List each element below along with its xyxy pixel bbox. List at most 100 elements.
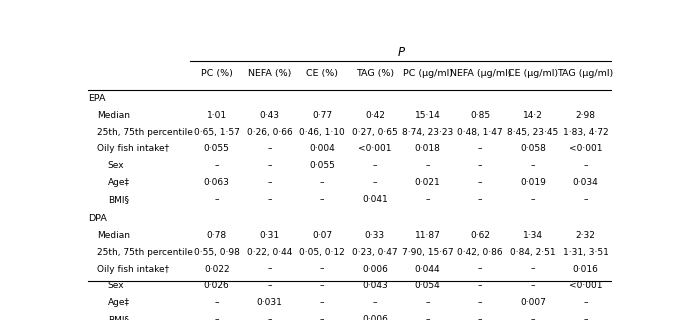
Text: 0·019: 0·019 xyxy=(520,178,546,187)
Text: TAG (%): TAG (%) xyxy=(356,69,394,78)
Text: –: – xyxy=(530,195,535,204)
Text: 2·32: 2·32 xyxy=(576,231,596,240)
Text: –: – xyxy=(214,298,219,307)
Text: 0·22, 0·44: 0·22, 0·44 xyxy=(247,248,292,257)
Text: 0·77: 0·77 xyxy=(312,111,333,120)
Text: 0·006: 0·006 xyxy=(362,315,388,320)
Text: –: – xyxy=(478,315,483,320)
Text: Oily fish intake†: Oily fish intake† xyxy=(97,144,169,154)
Text: –: – xyxy=(267,315,272,320)
Text: 0·007: 0·007 xyxy=(520,298,546,307)
Text: 0·054: 0·054 xyxy=(415,282,441,291)
Text: Median: Median xyxy=(97,231,130,240)
Text: –: – xyxy=(425,298,430,307)
Text: 0·058: 0·058 xyxy=(520,144,546,154)
Text: 25th, 75th percentile: 25th, 75th percentile xyxy=(97,248,193,257)
Text: 0·016: 0·016 xyxy=(573,265,598,274)
Text: –: – xyxy=(425,315,430,320)
Text: 0·43: 0·43 xyxy=(260,111,279,120)
Text: 0·42, 0·86: 0·42, 0·86 xyxy=(458,248,503,257)
Text: –: – xyxy=(320,265,324,274)
Text: NEFA (μg/ml): NEFA (μg/ml) xyxy=(449,69,511,78)
Text: 0·55, 0·98: 0·55, 0·98 xyxy=(194,248,239,257)
Text: –: – xyxy=(373,298,377,307)
Text: <0·001: <0·001 xyxy=(358,144,392,154)
Text: –: – xyxy=(530,161,535,170)
Text: –: – xyxy=(583,161,588,170)
Text: –: – xyxy=(530,265,535,274)
Text: CE (%): CE (%) xyxy=(306,69,338,78)
Text: 0·48, 1·47: 0·48, 1·47 xyxy=(458,128,503,137)
Text: 0·27, 0·65: 0·27, 0·65 xyxy=(352,128,398,137)
Text: 0·31: 0·31 xyxy=(259,231,279,240)
Text: 0·05, 0·12: 0·05, 0·12 xyxy=(299,248,345,257)
Text: DPA: DPA xyxy=(88,214,107,223)
Text: 0·018: 0·018 xyxy=(415,144,441,154)
Text: –: – xyxy=(478,195,483,204)
Text: 15·14: 15·14 xyxy=(415,111,441,120)
Text: 2·98: 2·98 xyxy=(576,111,596,120)
Text: –: – xyxy=(583,315,588,320)
Text: CE (μg/ml): CE (μg/ml) xyxy=(508,69,558,78)
Text: 0·063: 0·063 xyxy=(204,178,230,187)
Text: PC (%): PC (%) xyxy=(201,69,233,78)
Text: 0·004: 0·004 xyxy=(309,144,335,154)
Text: –: – xyxy=(530,282,535,291)
Text: 0·041: 0·041 xyxy=(362,195,388,204)
Text: 8·45, 23·45: 8·45, 23·45 xyxy=(507,128,558,137)
Text: Age‡: Age‡ xyxy=(107,178,130,187)
Text: BMI§: BMI§ xyxy=(107,315,129,320)
Text: <0·001: <0·001 xyxy=(569,144,602,154)
Text: –: – xyxy=(478,161,483,170)
Text: P: P xyxy=(398,46,405,59)
Text: –: – xyxy=(425,161,430,170)
Text: –: – xyxy=(478,144,483,154)
Text: –: – xyxy=(320,195,324,204)
Text: 0·021: 0·021 xyxy=(415,178,441,187)
Text: –: – xyxy=(373,161,377,170)
Text: Age‡: Age‡ xyxy=(107,298,130,307)
Text: –: – xyxy=(320,298,324,307)
Text: –: – xyxy=(478,265,483,274)
Text: –: – xyxy=(373,178,377,187)
Text: 11·87: 11·87 xyxy=(415,231,441,240)
Text: 0·46, 1·10: 0·46, 1·10 xyxy=(299,128,345,137)
Text: 1·01: 1·01 xyxy=(207,111,227,120)
Text: –: – xyxy=(267,178,272,187)
Text: 0·26, 0·66: 0·26, 0·66 xyxy=(247,128,292,137)
Text: 0·42: 0·42 xyxy=(365,111,385,120)
Text: 25th, 75th percentile: 25th, 75th percentile xyxy=(97,128,193,137)
Text: –: – xyxy=(425,195,430,204)
Text: –: – xyxy=(583,195,588,204)
Text: 0·022: 0·022 xyxy=(204,265,230,274)
Text: 0·043: 0·043 xyxy=(362,282,388,291)
Text: 0·026: 0·026 xyxy=(204,282,230,291)
Text: NEFA (%): NEFA (%) xyxy=(248,69,291,78)
Text: 0·78: 0·78 xyxy=(207,231,227,240)
Text: –: – xyxy=(267,265,272,274)
Text: EPA: EPA xyxy=(88,94,105,103)
Text: 0·65, 1·57: 0·65, 1·57 xyxy=(194,128,239,137)
Text: Sex: Sex xyxy=(107,282,124,291)
Text: <0·001: <0·001 xyxy=(569,282,602,291)
Text: –: – xyxy=(267,144,272,154)
Text: –: – xyxy=(320,315,324,320)
Text: –: – xyxy=(320,282,324,291)
Text: 0·07: 0·07 xyxy=(312,231,333,240)
Text: 14·2: 14·2 xyxy=(523,111,543,120)
Text: 0·85: 0·85 xyxy=(470,111,490,120)
Text: –: – xyxy=(320,178,324,187)
Text: –: – xyxy=(583,298,588,307)
Text: 0·84, 2·51: 0·84, 2·51 xyxy=(510,248,556,257)
Text: Median: Median xyxy=(97,111,130,120)
Text: –: – xyxy=(478,178,483,187)
Text: –: – xyxy=(267,195,272,204)
Text: 1·31, 3·51: 1·31, 3·51 xyxy=(563,248,609,257)
Text: 0·23, 0·47: 0·23, 0·47 xyxy=(352,248,398,257)
Text: –: – xyxy=(214,195,219,204)
Text: Oily fish intake†: Oily fish intake† xyxy=(97,265,169,274)
Text: –: – xyxy=(267,161,272,170)
Text: Sex: Sex xyxy=(107,161,124,170)
Text: BMI§: BMI§ xyxy=(107,195,129,204)
Text: 0·034: 0·034 xyxy=(573,178,598,187)
